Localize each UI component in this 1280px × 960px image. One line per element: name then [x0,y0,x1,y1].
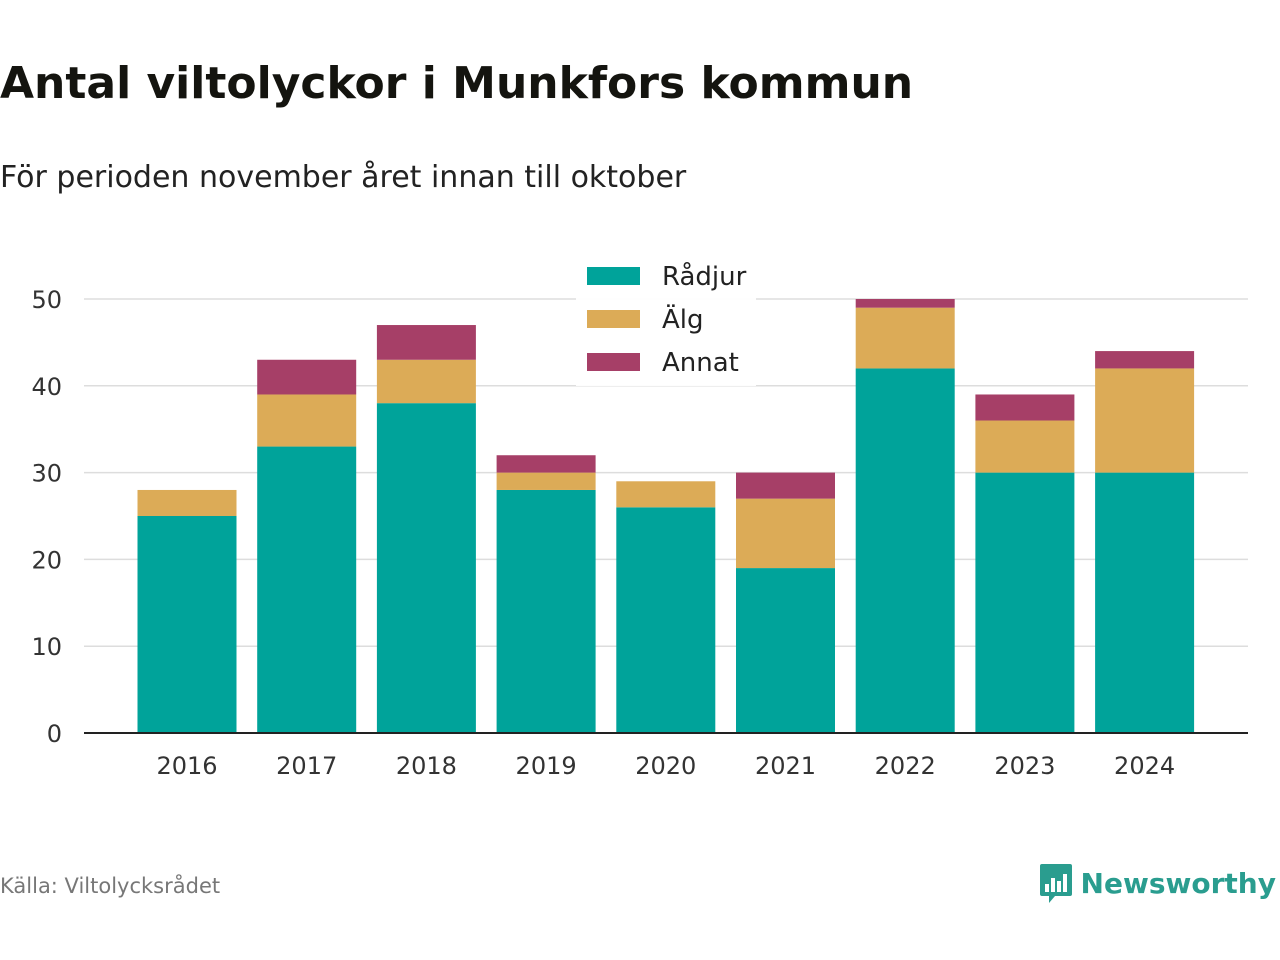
chart-subtitle: För perioden november året innan till ok… [0,160,687,195]
bar-älg-2024 [1095,368,1195,473]
bar-annat-2022 [855,299,955,308]
x-tick-label: 2021 [755,752,816,780]
bar-annat-2024 [1095,351,1195,369]
y-tick-label: 40 [31,373,62,401]
bars [137,299,1195,733]
x-tick-label: 2020 [635,752,696,780]
legend-label: Rådjur [662,261,747,292]
x-tick-label: 2024 [1114,752,1175,780]
legend-label: Älg [662,303,704,335]
bar-annat-2019 [496,455,596,473]
brand-name: Newsworthy [1080,866,1276,900]
y-tick-label: 30 [31,460,62,488]
bar-rådjur-2020 [616,507,716,733]
bar-rådjur-2018 [376,403,476,733]
legend-swatch-rådjur [587,267,640,285]
bar-älg-2020 [616,481,716,508]
legend-swatch-älg [587,310,640,328]
chart-title: Antal viltolyckor i Munkfors kommun [0,58,914,109]
y-tick-label: 10 [31,633,62,661]
bar-annat-2018 [376,325,476,360]
legend: Rådjur Älg Annat [576,254,756,386]
x-tick-label: 2018 [396,752,457,780]
bar-chart-speech-bubble-icon [1039,864,1072,903]
bar-älg-2021 [736,498,835,569]
bar-rådjur-2023 [975,472,1075,733]
x-tick-label: 2023 [994,752,1055,780]
bar-annat-2017 [257,359,357,395]
legend-swatch-annat [587,353,640,371]
bar-annat-2023 [975,394,1075,421]
bar-rådjur-2019 [496,489,596,733]
bar-älg-2016 [137,489,237,516]
bar-älg-2017 [257,394,357,447]
bar-älg-2018 [376,359,476,404]
bar-rådjur-2022 [855,368,955,733]
y-tick-label: 50 [31,286,62,314]
x-tick-label: 2017 [276,752,337,780]
bar-rådjur-2017 [257,446,357,733]
y-tick-label: 0 [47,720,62,748]
x-axis-ticks: 2016 2017 2018 2019 2020 2021 2022 2023 2024 [156,752,1175,780]
source-note: Källa: Viltolycksrådet [0,874,221,898]
bar-rådjur-2016 [137,516,237,733]
bar-älg-2023 [975,420,1075,473]
bar-älg-2019 [496,472,596,490]
y-axis-ticks: 0 10 20 30 40 50 [31,286,62,748]
x-tick-label: 2019 [516,752,577,780]
x-tick-label: 2022 [875,752,936,780]
bar-rådjur-2024 [1095,472,1195,733]
x-tick-label: 2016 [156,752,217,780]
bar-annat-2021 [736,472,835,499]
legend-label: Annat [662,348,739,378]
bar-rådjur-2021 [736,568,835,733]
bar-älg-2022 [855,307,955,369]
brand-logo: Newsworthy [1039,862,1276,904]
y-tick-label: 20 [31,546,62,574]
